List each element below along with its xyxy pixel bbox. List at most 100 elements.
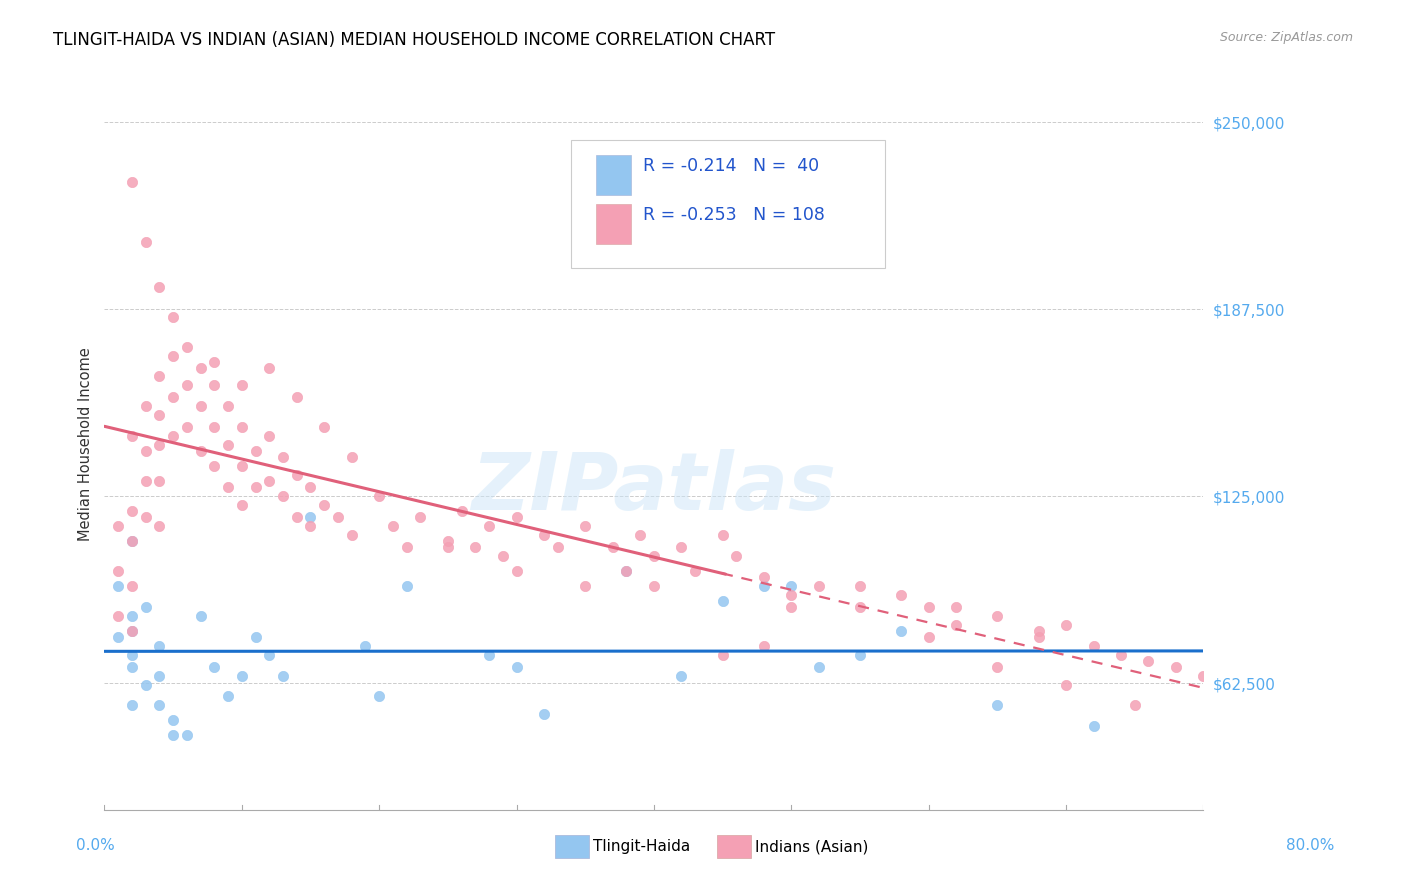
Point — [107, 630, 129, 644]
Point — [368, 489, 391, 503]
Point — [271, 668, 294, 682]
Point — [202, 459, 225, 474]
Point — [671, 540, 693, 554]
Point — [547, 540, 569, 554]
Point — [628, 528, 651, 542]
Point — [945, 599, 967, 614]
Point — [711, 594, 734, 608]
Point — [780, 588, 803, 602]
Text: Indians (Asian): Indians (Asian) — [755, 839, 869, 854]
Point — [231, 459, 253, 474]
Point — [1123, 698, 1146, 713]
Point — [340, 528, 363, 542]
Point — [437, 540, 460, 554]
Point — [368, 690, 391, 704]
Point — [121, 608, 143, 623]
Point — [505, 564, 527, 578]
Point — [257, 474, 280, 488]
Point — [285, 391, 308, 405]
Point — [671, 668, 693, 682]
Point — [326, 510, 349, 524]
Point — [1109, 648, 1132, 662]
Text: Tlingit-Haida: Tlingit-Haida — [593, 839, 690, 854]
Point — [574, 579, 596, 593]
Point — [217, 400, 239, 414]
Point — [890, 624, 912, 638]
Point — [683, 564, 706, 578]
Point — [190, 444, 212, 458]
Point — [945, 617, 967, 632]
Point — [314, 498, 336, 512]
Point — [849, 648, 872, 662]
FancyBboxPatch shape — [571, 140, 884, 268]
Text: ZIPatlas: ZIPatlas — [471, 449, 837, 527]
Point — [107, 564, 129, 578]
Point — [533, 528, 555, 542]
Text: R = -0.214   N =  40: R = -0.214 N = 40 — [643, 157, 820, 175]
Point — [986, 659, 1008, 673]
Point — [780, 579, 803, 593]
Point — [202, 378, 225, 392]
Point — [752, 570, 775, 584]
Point — [1164, 659, 1187, 673]
Point — [271, 450, 294, 465]
Point — [148, 409, 170, 423]
Point — [1192, 668, 1215, 682]
Point — [505, 659, 527, 673]
Point — [1028, 624, 1050, 638]
Text: 80.0%: 80.0% — [1286, 838, 1334, 853]
Point — [1054, 617, 1077, 632]
Point — [752, 639, 775, 653]
Point — [849, 599, 872, 614]
Point — [162, 391, 184, 405]
Point — [409, 510, 432, 524]
Point — [176, 378, 198, 392]
Point — [162, 429, 184, 443]
Point — [202, 354, 225, 368]
Point — [478, 648, 501, 662]
Point — [121, 579, 143, 593]
Bar — [596, 204, 631, 244]
Point — [148, 438, 170, 452]
Point — [711, 648, 734, 662]
Point — [395, 579, 418, 593]
Point — [299, 480, 322, 494]
Point — [148, 698, 170, 713]
Point — [107, 608, 129, 623]
Point — [299, 519, 322, 533]
Point — [190, 400, 212, 414]
Point — [711, 528, 734, 542]
Point — [217, 438, 239, 452]
Text: TLINGIT-HAIDA VS INDIAN (ASIAN) MEDIAN HOUSEHOLD INCOME CORRELATION CHART: TLINGIT-HAIDA VS INDIAN (ASIAN) MEDIAN H… — [53, 31, 776, 49]
Point — [121, 624, 143, 638]
Point — [148, 369, 170, 384]
Bar — [596, 155, 631, 195]
Point — [148, 519, 170, 533]
Point — [162, 714, 184, 728]
Point — [299, 510, 322, 524]
Point — [176, 728, 198, 742]
Point — [890, 588, 912, 602]
Point — [217, 690, 239, 704]
Point — [217, 480, 239, 494]
Point — [121, 175, 143, 189]
Point — [1083, 639, 1105, 653]
Point — [135, 444, 157, 458]
Point — [121, 533, 143, 548]
Point — [1054, 677, 1077, 691]
Point — [135, 599, 157, 614]
Point — [464, 540, 486, 554]
Point — [148, 639, 170, 653]
Point — [162, 728, 184, 742]
Point — [202, 420, 225, 434]
Point — [231, 378, 253, 392]
Point — [340, 450, 363, 465]
Point — [135, 677, 157, 691]
Point — [574, 519, 596, 533]
Point — [986, 698, 1008, 713]
Point — [285, 468, 308, 483]
Point — [135, 400, 157, 414]
Point — [245, 480, 267, 494]
Point — [121, 429, 143, 443]
Point — [602, 540, 624, 554]
